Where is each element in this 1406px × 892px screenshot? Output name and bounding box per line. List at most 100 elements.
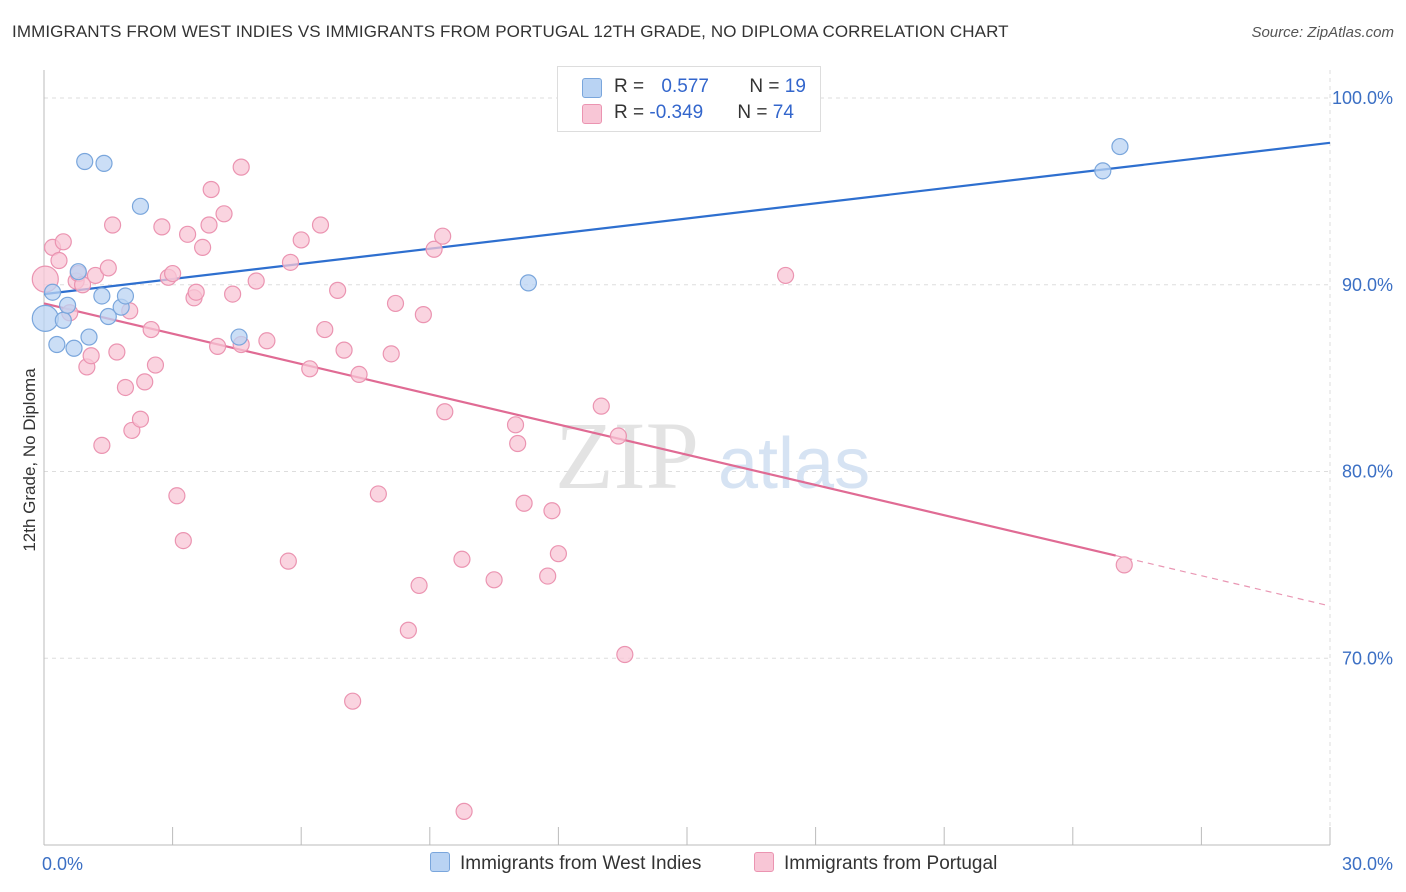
axes [43,70,1331,846]
west-indies-point [131,197,150,215]
portugal-point [414,306,432,324]
west-indies-swatch [582,78,602,98]
portugal-point [609,427,628,445]
portugal-point [515,494,533,512]
n-value: 74 [772,102,794,123]
n-label: N = [737,102,773,123]
west-indies-point [1094,162,1112,180]
west-indies-point [58,296,77,314]
portugal-point [509,434,527,453]
x-tick-label: 30.0% [1342,854,1393,874]
legend-item-portugal: Immigrants from Portugal [754,852,997,876]
y-tick-label: 100.0% [1332,88,1393,108]
west-indies-point [80,328,98,346]
portugal-point [350,365,368,383]
portugal-point [386,294,405,313]
portugal-point [174,532,192,550]
correlation-legend: R = 0.577 N = 19 R = -0.349 N = 74 [557,66,821,132]
r-label: R = [614,76,650,97]
west-indies-swatch [430,852,450,872]
portugal-point [311,216,330,234]
r-value: 0.577 [661,76,709,97]
portugal-point [131,410,150,428]
portugal-point [453,550,471,568]
portugal-point [506,416,525,434]
portugal-point [168,487,186,505]
west-indies-point [519,274,537,292]
west-indies-point [99,307,117,326]
portugal-point [539,567,557,585]
portugal-point [200,216,218,234]
r-label: R = [614,102,650,123]
portugal-point [399,621,417,639]
west-indies-point [93,287,111,305]
west-indies-point [65,339,83,357]
portugal-point [258,332,276,350]
y-tick-label: 90.0% [1342,275,1393,295]
portugal-point [434,227,452,245]
portugal-point [153,218,171,236]
portugal-point [209,337,227,355]
west-indies-point [31,304,59,332]
portugal-point [455,802,473,820]
x-tick-label: 0.0% [42,854,83,874]
r-value: -0.349 [649,102,704,123]
west-indies-point [69,263,87,281]
n-value: 19 [784,76,806,97]
portugal-point [543,502,561,520]
portugal-point [247,272,265,290]
portugal-point [301,360,319,378]
portugal-point [103,216,122,234]
source-credit: Source: ZipAtlas.com [1251,24,1394,41]
portugal-point [425,240,443,258]
legend-row-text: R = 0.577 N = 19 [614,76,806,98]
portugal-point [410,576,428,595]
portugal-trend-line [43,302,1116,557]
portugal-point [86,266,105,285]
portugal-point [329,281,347,299]
west-indies-trend-line [43,141,1331,296]
legend-label-west-indies: Immigrants from West Indies [460,853,702,874]
west-indies-point [230,328,248,346]
portugal-point [187,283,205,301]
portugal-trend-extension [1115,554,1331,607]
portugal-point [142,320,160,339]
portugal-point [776,266,795,285]
y-tick-label: 70.0% [1342,648,1393,668]
portugal-point [215,205,233,223]
tick-labels: 70.0% 80.0% 90.0% 100.0% 0.0% 30.0% [42,88,1393,874]
portugal-point [335,341,353,359]
legend-label-portugal: Immigrants from Portugal [784,853,998,874]
portugal-point [202,180,220,199]
portugal-point [279,552,297,570]
west-indies-point [43,283,62,301]
legend-item-west-indies: Immigrants from West Indies [430,852,701,876]
portugal-point [592,397,610,415]
n-label: N = [749,76,785,97]
legend-row-text: R = -0.349 N = 74 [614,102,794,124]
portugal-point [281,253,300,271]
trend-lines [43,141,1331,607]
portugal-point [224,285,242,303]
portugal-point [108,343,126,361]
portugal-point [1115,556,1133,574]
portugal-point [136,373,154,391]
portugal-point [146,356,165,374]
y-tick-label: 80.0% [1342,462,1393,482]
portugal-point [344,692,362,710]
portugal-point [194,238,212,257]
west-indies-point [54,311,72,329]
portugal-point [316,320,334,339]
portugal-point [369,485,387,503]
portugal-point [382,345,400,363]
portugal-point [232,158,250,176]
portugal-swatch [582,104,602,124]
portugal-point [50,251,68,270]
y-axis-label: 12th Grade, No Diploma [20,368,39,552]
portugal-swatch [754,852,774,872]
portugal-point [99,259,117,277]
portugal-point [436,403,454,421]
west-indies-point [95,154,113,172]
watermark-atlas: atlas [718,424,870,504]
